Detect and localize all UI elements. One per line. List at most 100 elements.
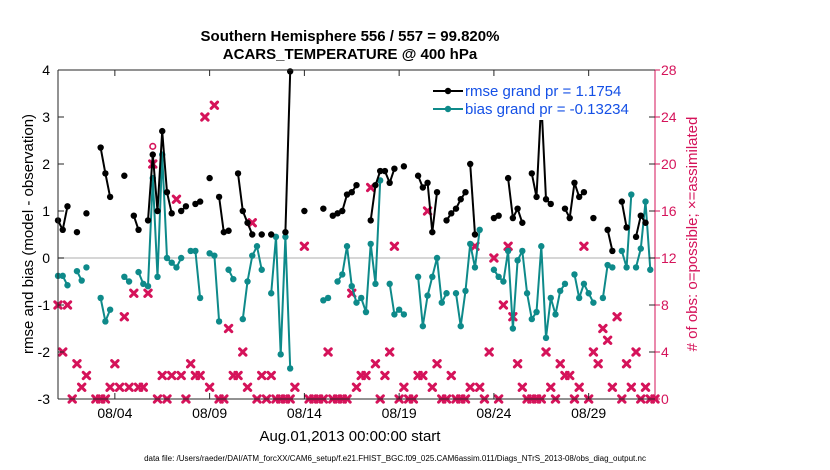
rmse-point — [467, 160, 474, 168]
rmse-point — [471, 231, 479, 238]
bias-point — [173, 264, 180, 271]
bias-point — [424, 292, 431, 299]
bias-point — [457, 322, 464, 330]
rmse-point — [400, 163, 408, 170]
rmse-point — [159, 127, 166, 135]
bias-point — [471, 264, 479, 271]
bias-point — [154, 273, 161, 280]
legend-bias-label: bias grand pr = -0.13234 — [465, 101, 629, 118]
bias-point — [324, 294, 332, 302]
obs-assimilated-marker — [176, 370, 186, 381]
rmse-point — [571, 179, 578, 186]
bias-line — [336, 180, 382, 314]
left-tick-label: 2 — [42, 156, 50, 172]
x-ticks: 08/04 08/09 08/14 08/19 08/24 08/29 — [97, 70, 606, 421]
obs-assimilated-marker — [384, 347, 395, 357]
bias-point — [125, 278, 133, 285]
right-tick-label: 20 — [661, 156, 677, 172]
obs-assimilated-marker — [418, 370, 428, 381]
bias-point — [249, 252, 256, 259]
rmse-point — [618, 198, 626, 205]
rmse-point — [268, 231, 275, 238]
rmse-point — [490, 214, 498, 222]
bias-point — [339, 271, 346, 278]
obs-assimilated-marker — [238, 347, 248, 357]
rmse-point — [282, 228, 289, 236]
bias-point — [367, 240, 374, 248]
right-tick-label: 0 — [661, 391, 669, 407]
bias-line — [388, 283, 405, 316]
rmse-point — [386, 179, 393, 186]
rmse-point — [334, 210, 341, 217]
rmse-point — [448, 210, 455, 217]
left-y-ticks: -3 -2 -1 0 1 2 3 4 — [38, 62, 655, 407]
bias-point — [97, 294, 104, 302]
chart-title-line2: ACARS_TEMPERATURE @ 400 hPa — [223, 46, 478, 63]
obs-assimilated-marker — [399, 382, 409, 392]
obs-assimilated-marker — [323, 347, 333, 357]
obs-assimilated-marker — [110, 359, 120, 369]
obs-assimilated-marker — [171, 194, 182, 204]
bias-point — [395, 306, 403, 313]
obs-assimilated-marker — [157, 370, 167, 381]
obs-assimilated-marker — [129, 288, 139, 298]
left-tick-label: 3 — [42, 109, 50, 125]
obs-assimilated-marker — [574, 382, 584, 392]
obs-possible-marker — [149, 142, 157, 150]
bias-point — [462, 287, 469, 295]
bias-point — [585, 290, 592, 297]
obs-assimilated-marker — [223, 323, 234, 334]
rmse-point — [249, 231, 256, 238]
bias-point — [599, 294, 607, 302]
rmse-point — [102, 170, 109, 177]
bias-point — [504, 247, 512, 255]
rmse-point — [130, 212, 138, 219]
rmse-point — [514, 205, 521, 212]
rmse-point — [462, 189, 469, 196]
bias-point — [623, 264, 630, 271]
bias-point — [438, 299, 445, 306]
rmse-point — [106, 193, 114, 201]
x-tick-label: 08/04 — [97, 405, 132, 421]
bias-point — [372, 280, 379, 288]
bias-point — [268, 290, 275, 297]
bias-point — [192, 247, 199, 255]
bias-point — [533, 308, 540, 316]
bias-point — [429, 273, 436, 280]
legend-bias-dot — [444, 105, 452, 113]
chart-title-line1: Southern Hemisphere 556 / 557 = 99.820% — [201, 28, 500, 45]
obs-assimilated-marker — [370, 359, 381, 369]
bias-line — [493, 245, 566, 339]
left-y-axis-label: rmse and bias (model - observation) — [20, 114, 37, 354]
rmse-point — [320, 205, 327, 212]
rmse-point — [424, 179, 431, 186]
obs-assimilated-marker — [138, 382, 148, 392]
left-tick-label: -1 — [38, 297, 51, 313]
rmse-point — [168, 210, 175, 217]
rmse-point — [206, 174, 213, 182]
right-tick-label: 8 — [661, 297, 669, 313]
obs-assimilated-marker — [512, 359, 523, 369]
obs-assimilated-marker — [72, 359, 82, 369]
bias-point — [353, 299, 360, 306]
obs-assimilated-marker — [81, 370, 92, 381]
obs-assimilated-marker — [167, 370, 177, 381]
rmse-point — [59, 226, 66, 233]
legend-rmse-marker — [444, 87, 452, 95]
rmse-point — [372, 181, 379, 189]
bias-point — [239, 315, 246, 323]
bias-point — [618, 247, 626, 255]
rmse-point — [258, 231, 265, 238]
rmse-point — [225, 227, 232, 234]
obs-assimilated-marker — [124, 382, 134, 392]
obs-assimilated-marker — [612, 312, 622, 322]
obs-assimilated-marker — [607, 382, 618, 392]
bias-point — [244, 278, 251, 285]
bias-point — [334, 278, 341, 285]
rmse-point — [609, 247, 616, 255]
rmse-point — [519, 219, 526, 226]
rmse-point — [83, 210, 90, 217]
bias-point — [78, 277, 85, 284]
rmse-point — [234, 170, 242, 177]
